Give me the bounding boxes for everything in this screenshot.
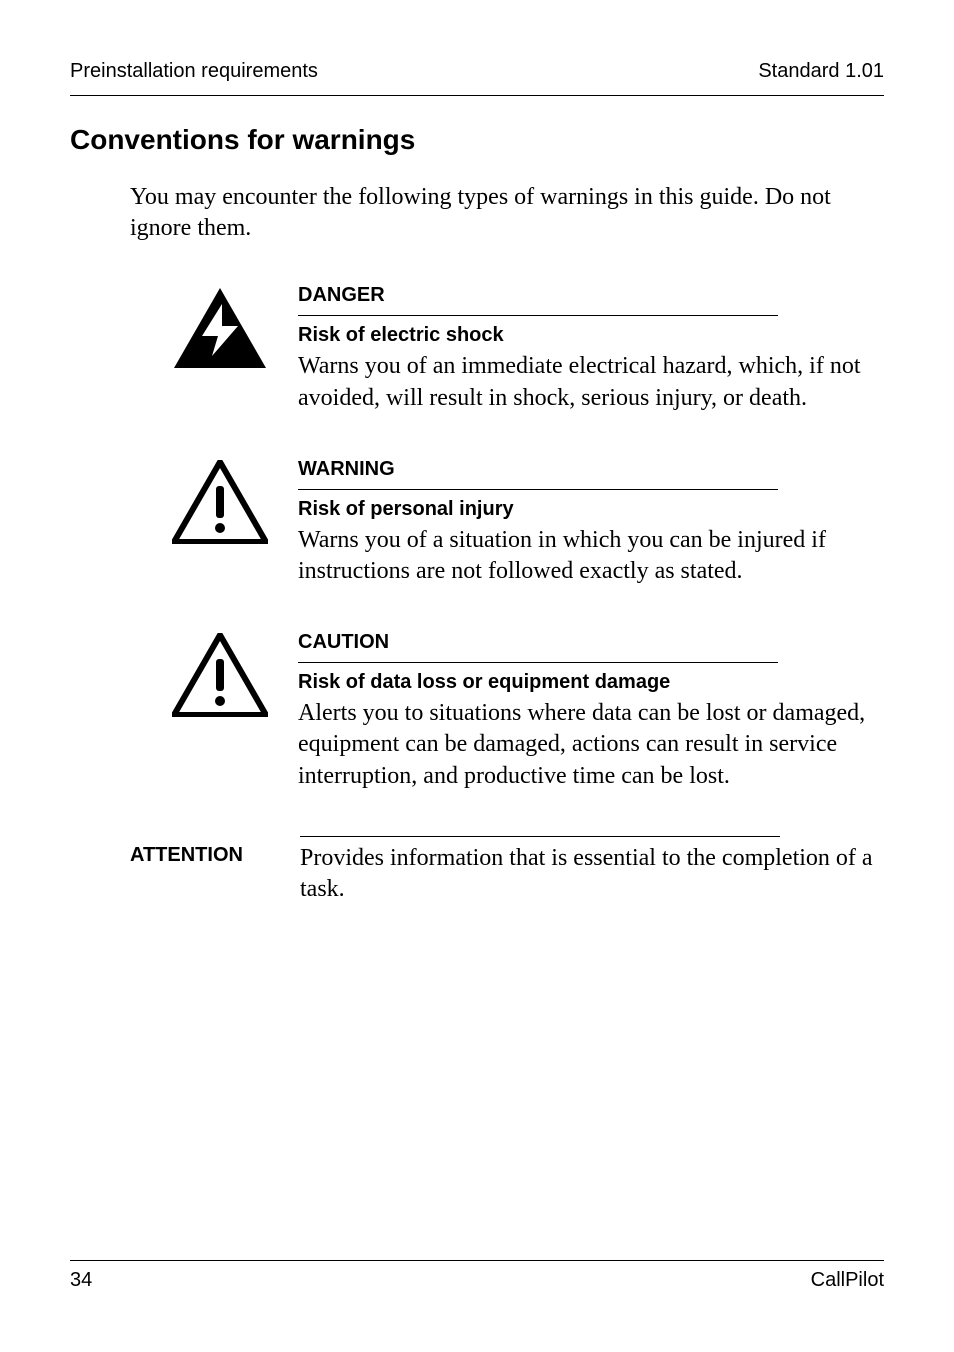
intro-text: You may encounter the following types of…	[130, 182, 884, 244]
header-rule	[70, 95, 884, 96]
danger-body: Warns you of an immediate electrical haz…	[298, 351, 884, 413]
page-number: 34	[70, 1269, 92, 1292]
caution-icon	[172, 631, 268, 722]
caution-block: CAUTION Risk of data loss or equipment d…	[172, 631, 884, 792]
warning-icon	[172, 458, 268, 549]
caution-subtitle: Risk of data loss or equipment damage	[298, 671, 884, 694]
danger-rule	[298, 315, 778, 316]
danger-block: DANGER Risk of electric shock Warns you …	[172, 284, 884, 413]
danger-subtitle: Risk of electric shock	[298, 324, 884, 347]
footer-rule	[70, 1260, 884, 1261]
caution-label: CAUTION	[298, 631, 884, 654]
caution-rule	[298, 662, 778, 663]
attention-block: ATTENTION Provides information that is e…	[130, 836, 884, 905]
warning-body: Warns you of a situation in which you ca…	[298, 525, 884, 587]
page-footer: 34 CallPilot	[70, 1260, 884, 1292]
attention-rule	[300, 836, 780, 837]
caution-body: Alerts you to situations where data can …	[298, 698, 884, 792]
page-header: Preinstallation requirements Standard 1.…	[70, 60, 884, 83]
warning-block: WARNING Risk of personal injury Warns yo…	[172, 458, 884, 587]
section-title: Conventions for warnings	[70, 124, 884, 156]
header-right: Standard 1.01	[758, 60, 884, 83]
attention-label: ATTENTION	[130, 836, 300, 867]
danger-label: DANGER	[298, 284, 884, 307]
header-left: Preinstallation requirements	[70, 60, 318, 83]
attention-body: Provides information that is essential t…	[300, 843, 884, 905]
footer-product: CallPilot	[811, 1269, 884, 1292]
warning-label: WARNING	[298, 458, 884, 481]
warning-rule	[298, 489, 778, 490]
warning-subtitle: Risk of personal injury	[298, 498, 884, 521]
danger-icon	[172, 284, 268, 375]
